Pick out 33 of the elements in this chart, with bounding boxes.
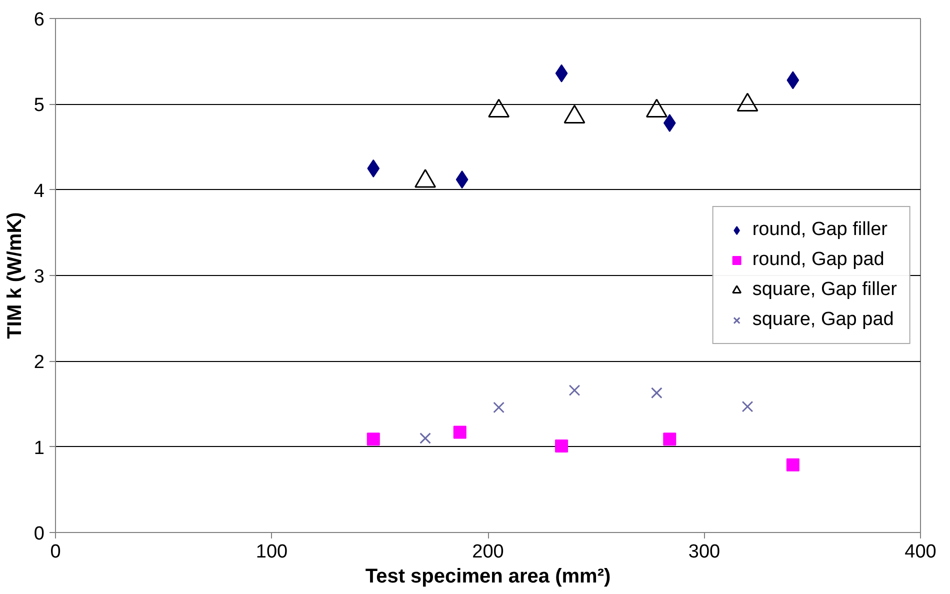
legend-label: round, Gap pad [752, 249, 884, 271]
x-tick-label: 400 [904, 542, 936, 562]
x-tick-label: 200 [472, 542, 504, 562]
point [555, 439, 568, 452]
point [663, 114, 676, 132]
point [493, 402, 505, 414]
x-tick-label: 100 [256, 542, 288, 562]
y-tick-label: 5 [34, 95, 45, 116]
point [453, 426, 466, 439]
legend-label: square, Gap pad [752, 309, 894, 331]
point [456, 170, 468, 189]
point [366, 432, 380, 446]
point [650, 387, 662, 399]
x-axis-title: Test specimen area (mm²) [365, 566, 611, 588]
y-tick-label: 0 [34, 524, 45, 544]
y-tick-label: 1 [34, 438, 45, 459]
point [786, 458, 800, 472]
point [663, 432, 676, 446]
y-tick-label: 3 [34, 266, 45, 288]
y-tick-label: 6 [34, 10, 45, 30]
y-tick-label: 2 [34, 352, 45, 374]
point [742, 400, 754, 412]
x-tick-label: 0 [50, 542, 61, 562]
point [555, 64, 568, 82]
point [568, 384, 580, 396]
point [786, 71, 800, 90]
point [367, 159, 380, 178]
legend-label: round, Gap filler [752, 219, 888, 241]
y-axis-title: TIM k (W/mK) [4, 212, 26, 339]
y-tick-label: 4 [34, 180, 45, 202]
point [420, 432, 431, 444]
x-tick-label: 300 [688, 542, 720, 562]
legend-label: square, Gap filler [752, 279, 897, 301]
